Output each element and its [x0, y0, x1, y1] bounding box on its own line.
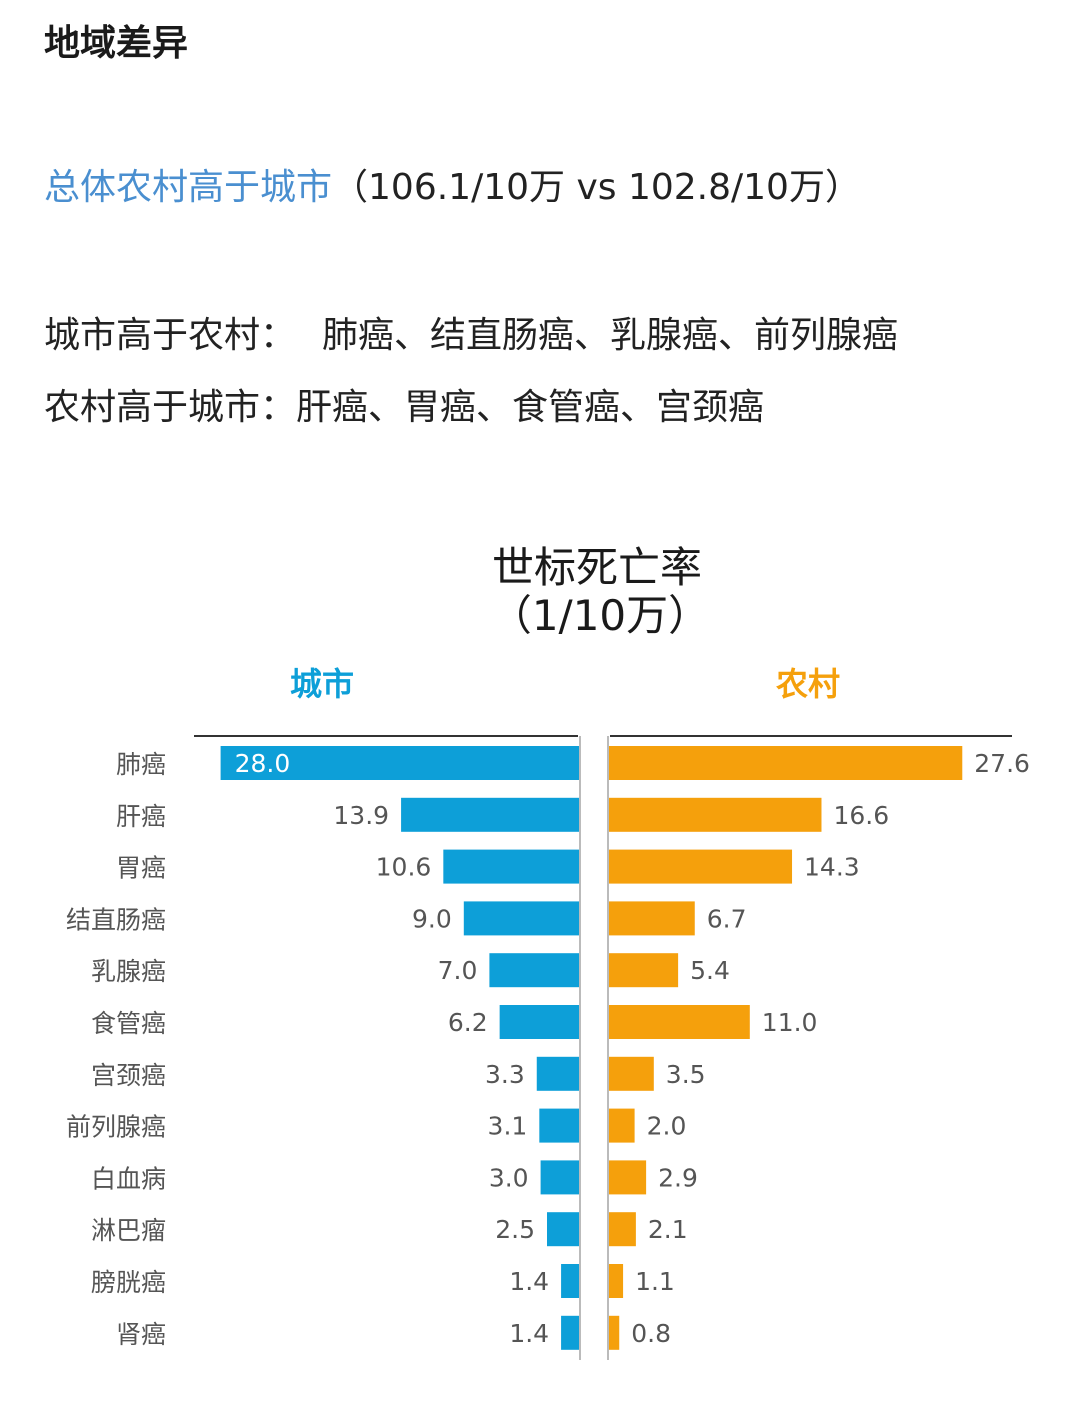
mortality-chart: 世标死亡率 （1/10万） 城市 农村 肺癌 28.0 27.6 肝癌 13.9 16.6… — [0, 530, 1080, 1403]
bar-urban — [499, 1005, 579, 1039]
bar-urban — [536, 1056, 579, 1091]
bar-urban-value: 3.1 — [488, 1112, 528, 1141]
rural-higher-line: 农村高于城市：肝癌、胃癌、食管癌、宫颈癌 — [44, 378, 764, 430]
rural-higher-items: 肝癌、胃癌、食管癌、宫颈癌 — [296, 387, 765, 428]
bar-urban-value: 6.2 — [448, 1008, 488, 1037]
category-label: 肺癌 — [116, 750, 166, 779]
bar-rural-value: 1.1 — [635, 1267, 675, 1296]
bar-urban — [547, 1212, 579, 1247]
bar-urban-value: 7.0 — [438, 956, 478, 985]
category-label: 宫颈癌 — [91, 1061, 166, 1090]
page-heading: 地域差异 — [44, 23, 189, 64]
bar-urban-value: 3.0 — [489, 1163, 529, 1192]
category-label: 胃癌 — [116, 854, 166, 883]
bar-rural — [609, 1264, 624, 1298]
bar-rural-value: 0.8 — [631, 1319, 671, 1348]
bar-rural — [609, 1212, 636, 1247]
bar-urban-value: 2.5 — [495, 1215, 535, 1244]
chart-subtitle: （1/10万） — [490, 591, 710, 640]
bar-urban — [401, 797, 579, 832]
chart-svg: 世标死亡率 （1/10万） 城市 农村 肺癌 28.0 27.6 肝癌 13.9 16.6… — [66, 543, 1030, 1360]
bar-rural-value: 2.9 — [658, 1163, 698, 1192]
bar-rural — [609, 1108, 635, 1143]
bar-rural-value: 16.6 — [833, 801, 889, 830]
chart-title: 世标死亡率 — [492, 543, 702, 592]
summary-values: （106.1/10万 vs 102.8/10万） — [332, 167, 861, 208]
bar-urban-value: 1.4 — [509, 1267, 549, 1296]
bar-urban-value: 1.4 — [509, 1319, 549, 1348]
bar-rural-value: 6.7 — [707, 904, 747, 933]
legend-urban: 城市 — [290, 665, 354, 703]
bar-rural-value: 11.0 — [762, 1008, 818, 1037]
urban-higher-items: 肺癌、结直肠癌、乳腺癌、前列腺癌 — [322, 315, 899, 356]
summary-line: 总体农村高于城市（106.1/10万 vs 102.8/10万） — [44, 158, 861, 210]
bar-rural — [609, 1160, 647, 1195]
bar-rural-value: 2.1 — [648, 1215, 688, 1244]
category-label: 食管癌 — [91, 1009, 166, 1038]
category-label: 结直肠癌 — [66, 905, 166, 934]
bar-urban-value: 10.6 — [376, 853, 432, 882]
bar-rural — [609, 1315, 620, 1350]
bar-rural — [609, 746, 963, 780]
bar-urban — [489, 953, 579, 988]
bar-rural-value: 2.0 — [647, 1112, 687, 1141]
bar-rural-value: 5.4 — [690, 956, 730, 985]
category-label: 肝癌 — [116, 802, 166, 831]
category-label: 肾癌 — [116, 1320, 166, 1349]
rural-higher-label: 农村高于城市： — [44, 387, 297, 428]
category-label: 淋巴瘤 — [91, 1216, 166, 1245]
category-label: 膀胱癌 — [91, 1268, 166, 1297]
bar-rural-value: 14.3 — [804, 853, 860, 882]
urban-higher-line: 城市高于农村： 肺癌、结直肠癌、乳腺癌、前列腺癌 — [44, 306, 898, 358]
bar-rural — [609, 1005, 750, 1039]
bar-rural — [609, 901, 695, 936]
bar-rural-value: 3.5 — [666, 1060, 706, 1089]
bar-urban — [561, 1315, 579, 1350]
bar-urban — [539, 1108, 579, 1143]
bar-urban-value: 9.0 — [412, 904, 452, 933]
bar-urban — [540, 1160, 579, 1195]
category-label: 前列腺癌 — [66, 1113, 166, 1142]
bar-rural — [609, 1056, 654, 1091]
bar-rural — [609, 797, 822, 832]
category-label: 乳腺癌 — [91, 957, 166, 986]
bar-urban — [463, 901, 579, 936]
legend-rural: 农村 — [776, 665, 840, 703]
bar-urban — [220, 746, 579, 780]
bar-rural-value: 27.6 — [974, 749, 1030, 778]
urban-higher-label: 城市高于农村： — [44, 315, 297, 356]
bar-rural — [609, 953, 679, 988]
bar-urban-value: 13.9 — [333, 801, 389, 830]
summary-highlight: 总体农村高于城市 — [44, 167, 333, 208]
bar-urban-value: 3.3 — [485, 1060, 525, 1089]
bar-urban-value: 28.0 — [235, 749, 291, 778]
bar-urban — [443, 849, 579, 884]
bar-urban — [561, 1264, 579, 1298]
category-label: 白血病 — [91, 1164, 166, 1193]
bar-rural — [609, 849, 793, 884]
